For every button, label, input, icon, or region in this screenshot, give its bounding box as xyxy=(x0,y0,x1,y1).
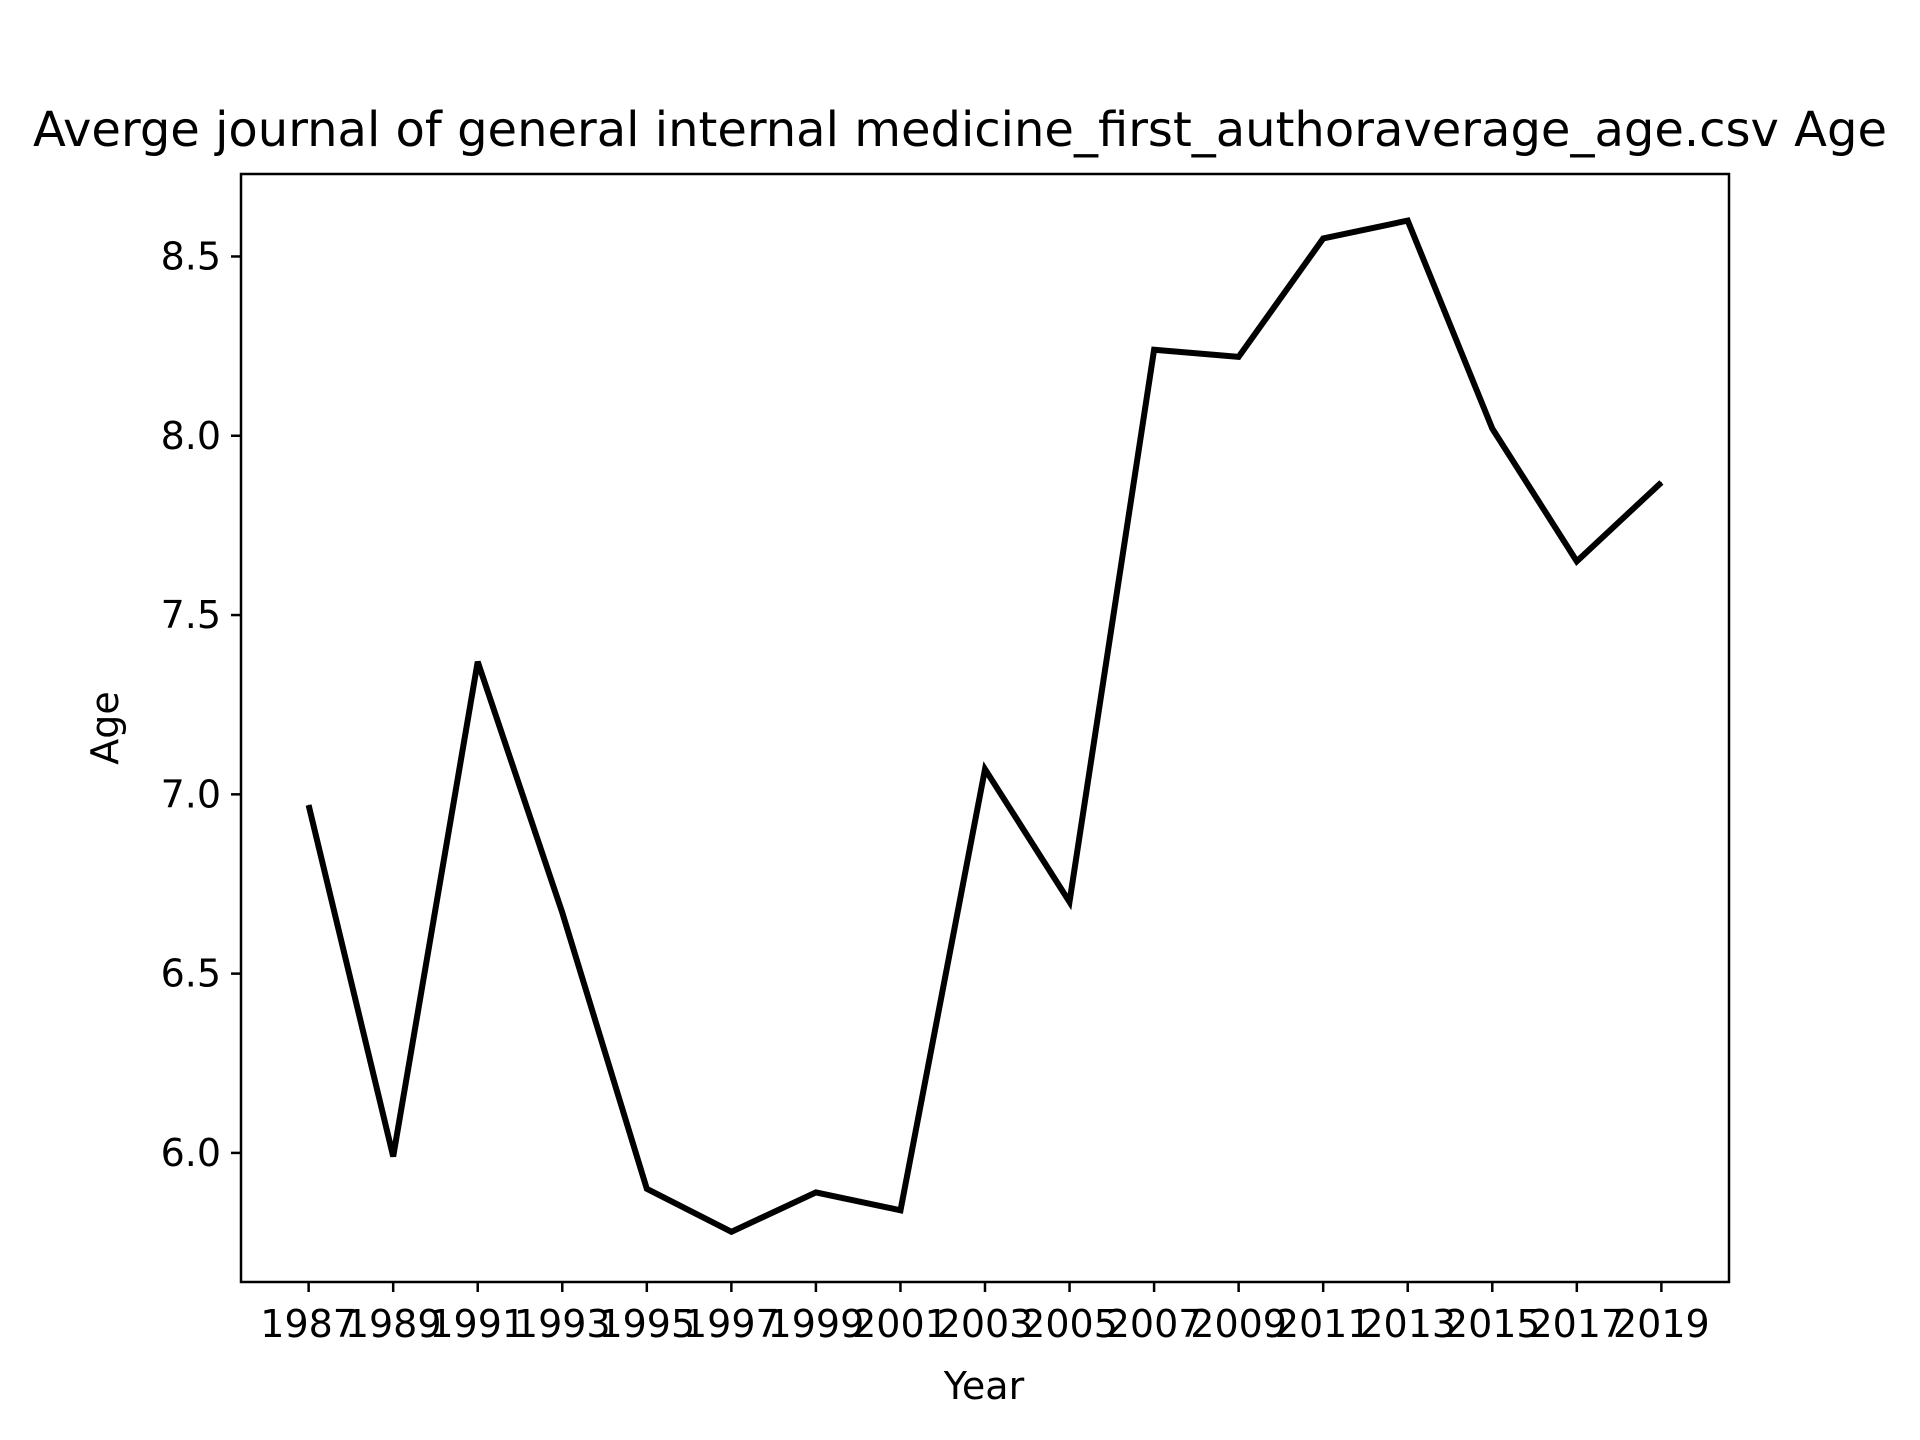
x-tick-label: 2015 xyxy=(1444,1302,1541,1346)
data-point xyxy=(899,1209,901,1211)
data-point xyxy=(308,804,310,806)
x-tick-label: 1989 xyxy=(345,1302,442,1346)
x-tick-label: 2011 xyxy=(1275,1302,1372,1346)
x-tick-label: 2001 xyxy=(852,1302,949,1346)
y-tick-label: 7.5 xyxy=(161,593,221,637)
x-tick-label: 2013 xyxy=(1359,1302,1456,1346)
data-point xyxy=(815,1191,817,1193)
x-tick-label: 1991 xyxy=(429,1302,526,1346)
x-tick-label: 2019 xyxy=(1613,1302,1710,1346)
series-points xyxy=(308,220,1662,1233)
data-point xyxy=(392,1155,394,1157)
data-point xyxy=(1576,560,1578,562)
x-axis: 1987198919911993199519971999200120032005… xyxy=(260,1282,1710,1346)
y-axis: 6.0 6.5 7.0 7.5 8.0 8.5 xyxy=(161,234,241,1175)
x-tick-label: 2009 xyxy=(1190,1302,1287,1346)
data-point xyxy=(1322,238,1324,240)
data-point xyxy=(561,912,563,914)
data-point xyxy=(477,661,479,663)
data-point xyxy=(1660,481,1662,483)
data-point xyxy=(1491,428,1493,430)
x-tick-label: 2017 xyxy=(1528,1302,1625,1346)
x-tick-label: 2005 xyxy=(1021,1302,1118,1346)
y-tick-label: 6.5 xyxy=(161,952,221,996)
data-point xyxy=(1407,220,1409,222)
x-tick-label: 2007 xyxy=(1106,1302,1203,1346)
x-tick-label: 1999 xyxy=(768,1302,865,1346)
x-tick-label: 1995 xyxy=(598,1302,695,1346)
x-tick-label: 1997 xyxy=(683,1302,780,1346)
data-point xyxy=(1153,349,1155,351)
data-point xyxy=(984,768,986,770)
chart-title: Averge journal of general internal medic… xyxy=(33,102,1887,158)
x-tick-label: 1993 xyxy=(514,1302,611,1346)
series-line xyxy=(305,217,1664,1236)
y-tick-label: 7.0 xyxy=(161,772,221,816)
y-axis-label: Age xyxy=(83,691,127,765)
data-point xyxy=(730,1231,732,1233)
x-axis-label: Year xyxy=(943,1364,1025,1408)
x-tick-label: 1987 xyxy=(260,1302,357,1346)
x-tick-label: 2003 xyxy=(937,1302,1034,1346)
y-tick-label: 8.0 xyxy=(161,414,221,458)
data-point xyxy=(1238,356,1240,358)
y-tick-label: 6.0 xyxy=(161,1131,221,1175)
data-point xyxy=(1069,901,1071,903)
y-tick-label: 8.5 xyxy=(161,234,221,278)
data-point xyxy=(646,1188,648,1190)
